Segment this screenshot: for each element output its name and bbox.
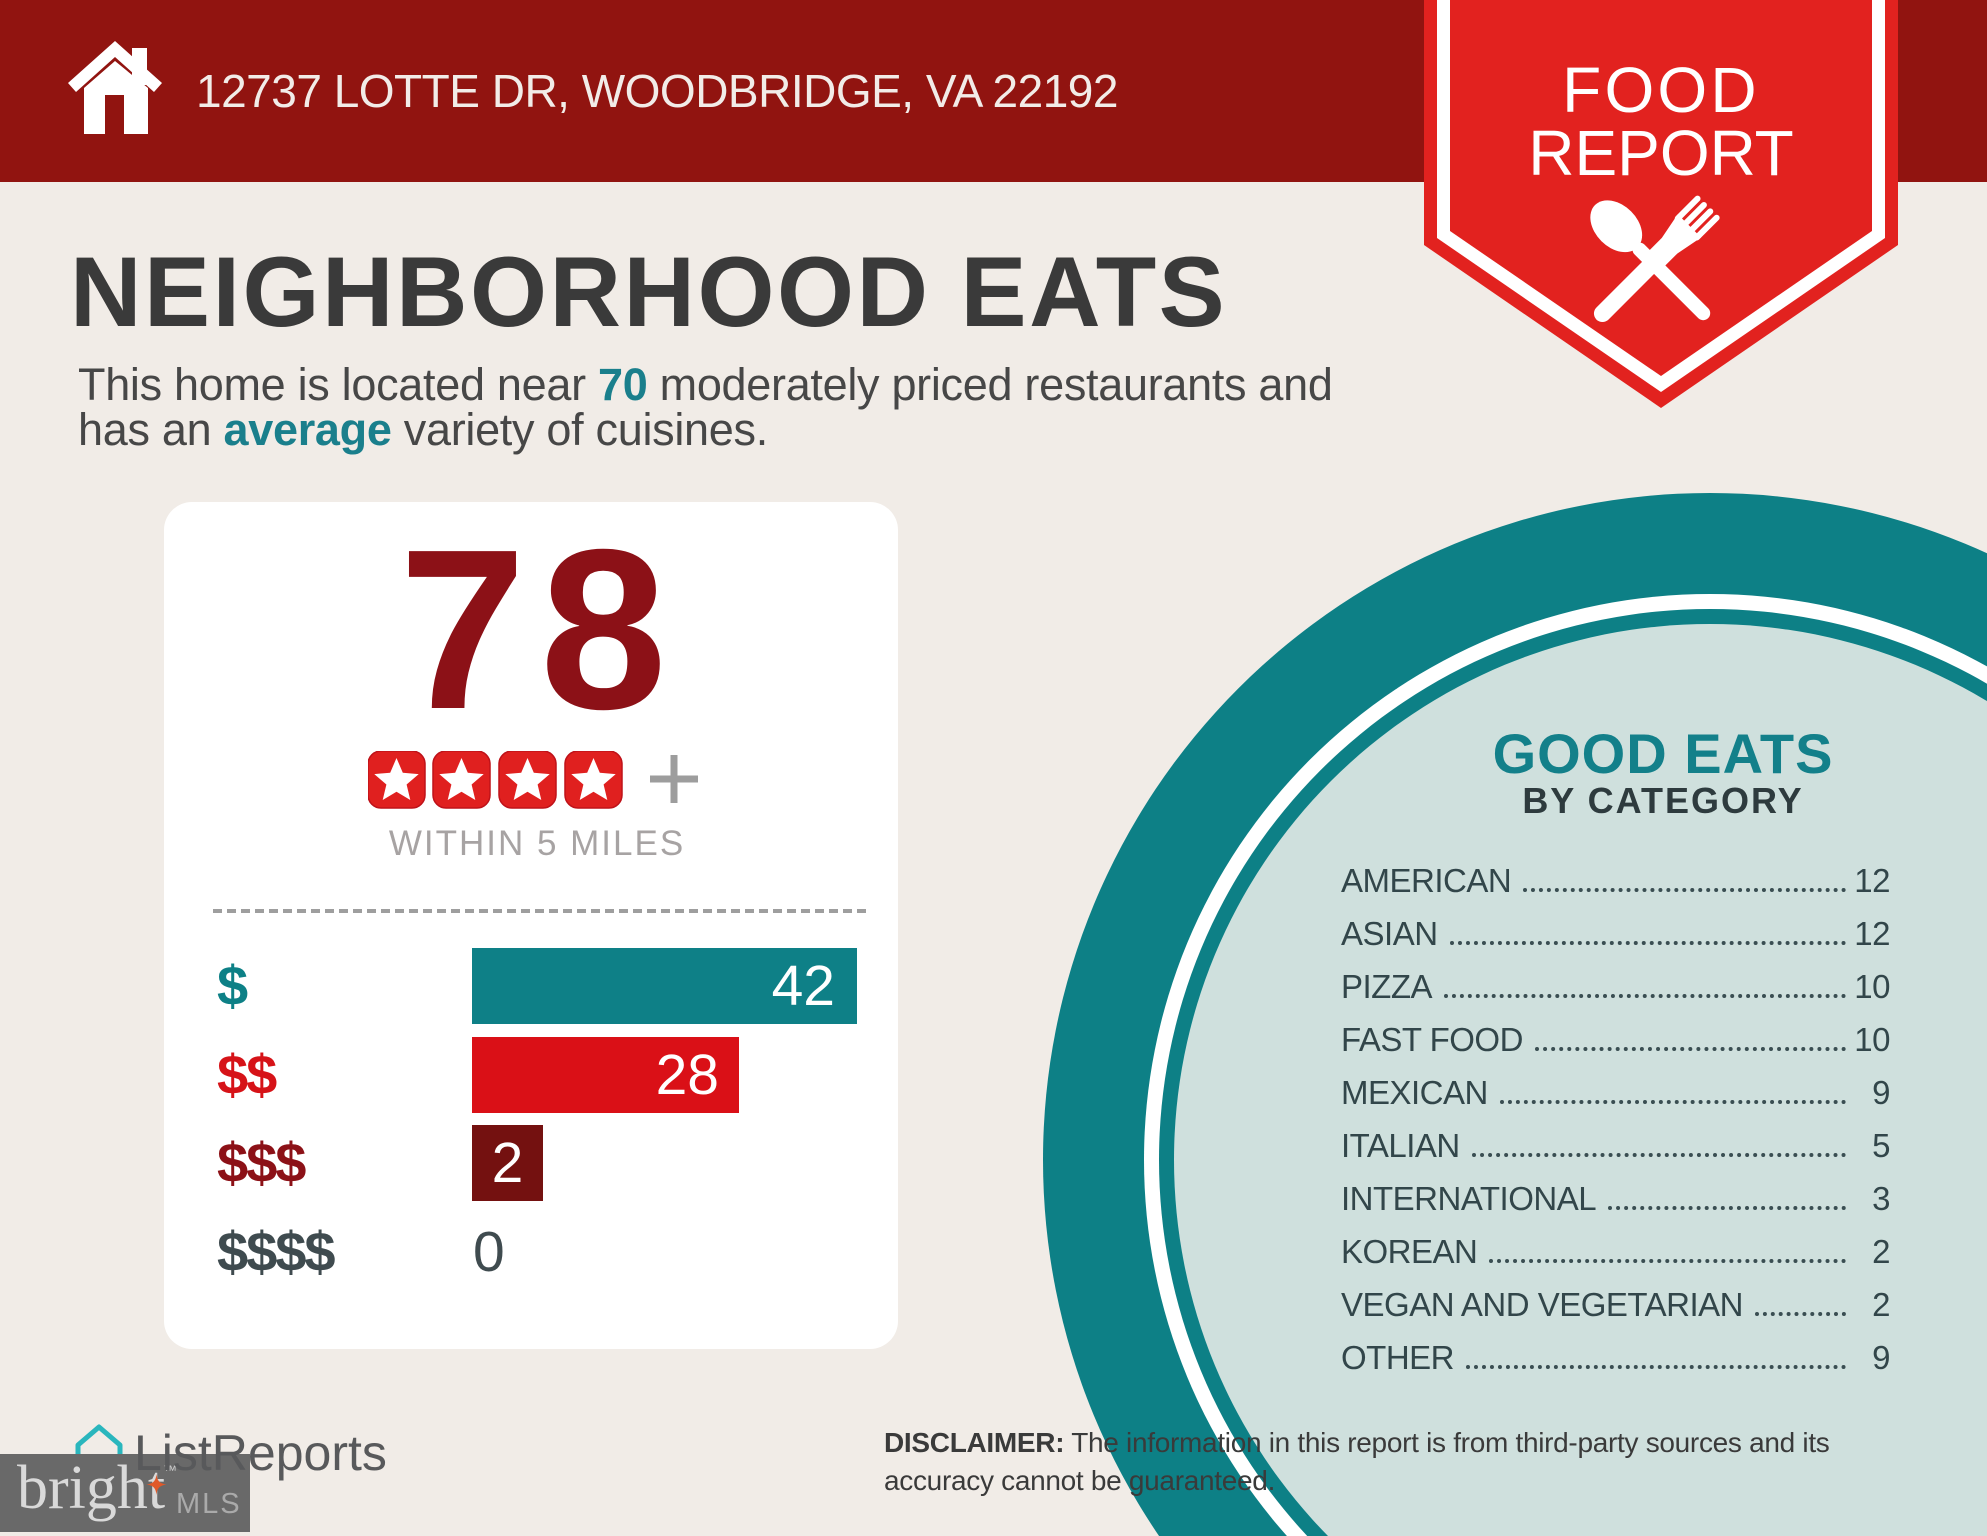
svg-text:REPORT: REPORT (1528, 117, 1794, 189)
svg-text:FOOD: FOOD (1562, 54, 1760, 126)
